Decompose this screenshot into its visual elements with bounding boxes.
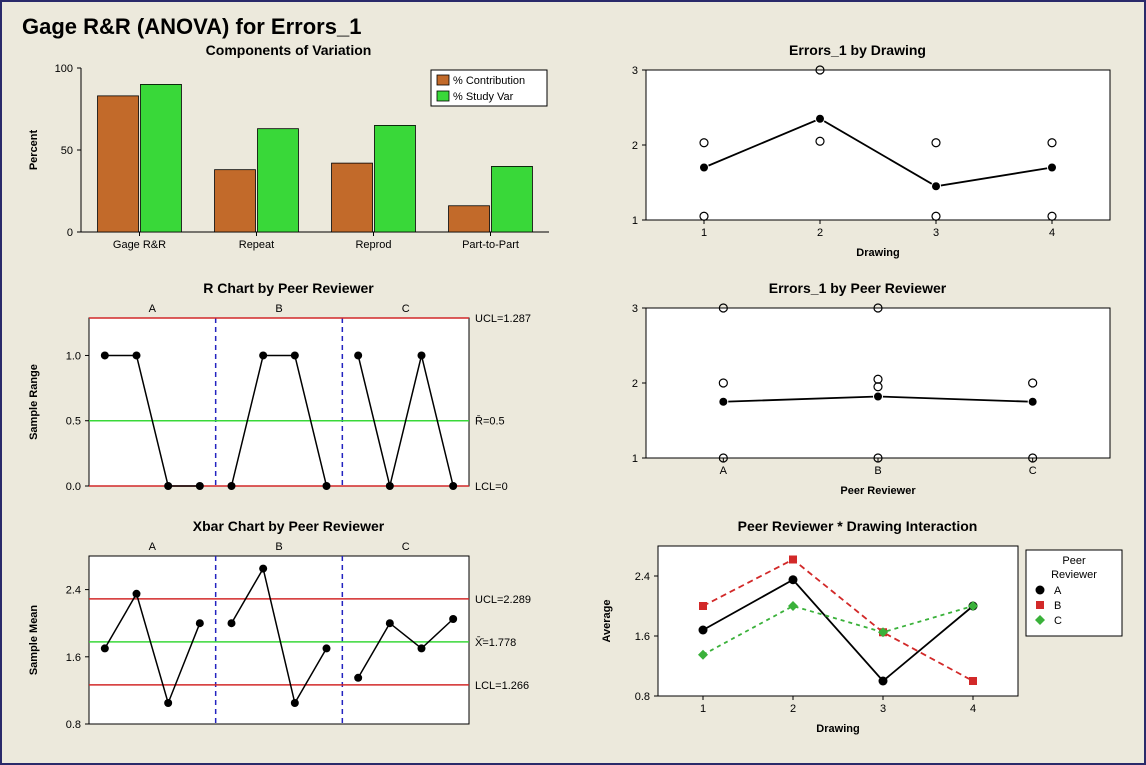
- svg-text:2.4: 2.4: [65, 585, 80, 597]
- svg-text:Repeat: Repeat: [238, 239, 273, 251]
- r-chart: R Chart by Peer Reviewer 0.0 0.5 1.0 Sample…: [14, 280, 563, 514]
- svg-text:3: 3: [932, 227, 938, 239]
- svg-text:Drawing: Drawing: [816, 723, 859, 735]
- svg-text:Sample Range: Sample Range: [28, 364, 40, 440]
- svg-text:Drawing: Drawing: [856, 247, 899, 259]
- svg-text:0.5: 0.5: [65, 416, 80, 428]
- svg-text:1: 1: [700, 227, 706, 239]
- chart-title: Xbar Chart by Peer Reviewer: [193, 518, 384, 534]
- components-of-variation-chart: Components of Variation 0 50 100 Percent Gag…: [14, 42, 563, 276]
- svg-text:LCL=1.266: LCL=1.266: [475, 680, 529, 692]
- svg-text:4: 4: [969, 703, 975, 715]
- svg-text:Peer: Peer: [1062, 555, 1086, 567]
- svg-text:B: B: [1054, 600, 1061, 612]
- svg-text:Peer Reviewer: Peer Reviewer: [840, 485, 916, 497]
- svg-text:Reprod: Reprod: [355, 239, 391, 251]
- chart-grid: Components of Variation 0 50 100 Percent Gag…: [14, 42, 1132, 752]
- svg-text:UCL=1.287: UCL=1.287: [475, 313, 531, 325]
- svg-text:3: 3: [631, 65, 637, 77]
- svg-text:A: A: [148, 541, 156, 553]
- svg-text:1: 1: [631, 453, 637, 465]
- xbar-chart: Xbar Chart by Peer Reviewer 0.8 1.6 2.4 Sam…: [14, 518, 563, 752]
- svg-text:C: C: [1054, 615, 1062, 627]
- svg-text:Gage R&R: Gage R&R: [112, 239, 165, 251]
- interaction-chart: Peer Reviewer * Drawing Interaction 0.8 1…: [583, 518, 1132, 752]
- svg-text:X̄̄=1.778: X̄̄=1.778: [475, 636, 516, 649]
- svg-text:Average: Average: [601, 599, 613, 642]
- svg-text:% Contribution: % Contribution: [453, 75, 525, 87]
- svg-text:3: 3: [631, 303, 637, 315]
- svg-text:0: 0: [66, 227, 72, 239]
- svg-text:1.0: 1.0: [65, 350, 80, 362]
- svg-text:50: 50: [60, 145, 72, 157]
- svg-text:Percent: Percent: [28, 129, 40, 170]
- svg-text:B: B: [275, 541, 282, 553]
- svg-text:4: 4: [1048, 227, 1054, 239]
- svg-text:100: 100: [54, 63, 72, 75]
- svg-text:C: C: [401, 541, 409, 553]
- svg-text:UCL=2.289: UCL=2.289: [475, 594, 531, 606]
- svg-text:C: C: [401, 303, 409, 315]
- svg-text:2.4: 2.4: [634, 571, 649, 583]
- svg-text:C: C: [1028, 465, 1036, 477]
- svg-text:A: A: [148, 303, 156, 315]
- svg-text:3: 3: [879, 703, 885, 715]
- svg-text:B: B: [275, 303, 282, 315]
- svg-text:0.8: 0.8: [634, 691, 649, 703]
- svg-text:Part-to-Part: Part-to-Part: [462, 239, 519, 251]
- errors-by-reviewer-chart: Errors_1 by Peer Reviewer 1 2 3 A B C Peer Rev…: [583, 280, 1132, 514]
- svg-text:2: 2: [789, 703, 795, 715]
- chart-title: Peer Reviewer * Drawing Interaction: [738, 518, 978, 534]
- svg-text:R̄=0.5: R̄=0.5: [475, 415, 505, 428]
- chart-title: R Chart by Peer Reviewer: [203, 280, 373, 296]
- svg-text:1: 1: [699, 703, 705, 715]
- svg-text:0.0: 0.0: [65, 481, 80, 493]
- chart-title: Errors_1 by Peer Reviewer: [769, 280, 946, 296]
- svg-text:Sample Mean: Sample Mean: [28, 605, 40, 676]
- page-title: Gage R&R (ANOVA) for Errors_1: [14, 10, 1132, 42]
- svg-text:2: 2: [816, 227, 822, 239]
- svg-text:LCL=0: LCL=0: [475, 481, 508, 493]
- svg-text:Reviewer: Reviewer: [1051, 569, 1097, 581]
- svg-text:B: B: [874, 465, 881, 477]
- svg-text:2: 2: [631, 378, 637, 390]
- svg-text:% Study Var: % Study Var: [453, 91, 514, 103]
- svg-text:1: 1: [631, 215, 637, 227]
- chart-title: Errors_1 by Drawing: [789, 42, 926, 58]
- svg-text:A: A: [1054, 585, 1062, 597]
- svg-text:A: A: [719, 465, 727, 477]
- svg-text:1.6: 1.6: [634, 631, 649, 643]
- chart-title: Components of Variation: [206, 42, 372, 58]
- errors-by-drawing-chart: Errors_1 by Drawing 1 2 3 1 2 3 4 Drawing: [583, 42, 1132, 276]
- svg-text:1.6: 1.6: [65, 652, 80, 664]
- svg-text:2: 2: [631, 140, 637, 152]
- svg-text:0.8: 0.8: [65, 719, 80, 731]
